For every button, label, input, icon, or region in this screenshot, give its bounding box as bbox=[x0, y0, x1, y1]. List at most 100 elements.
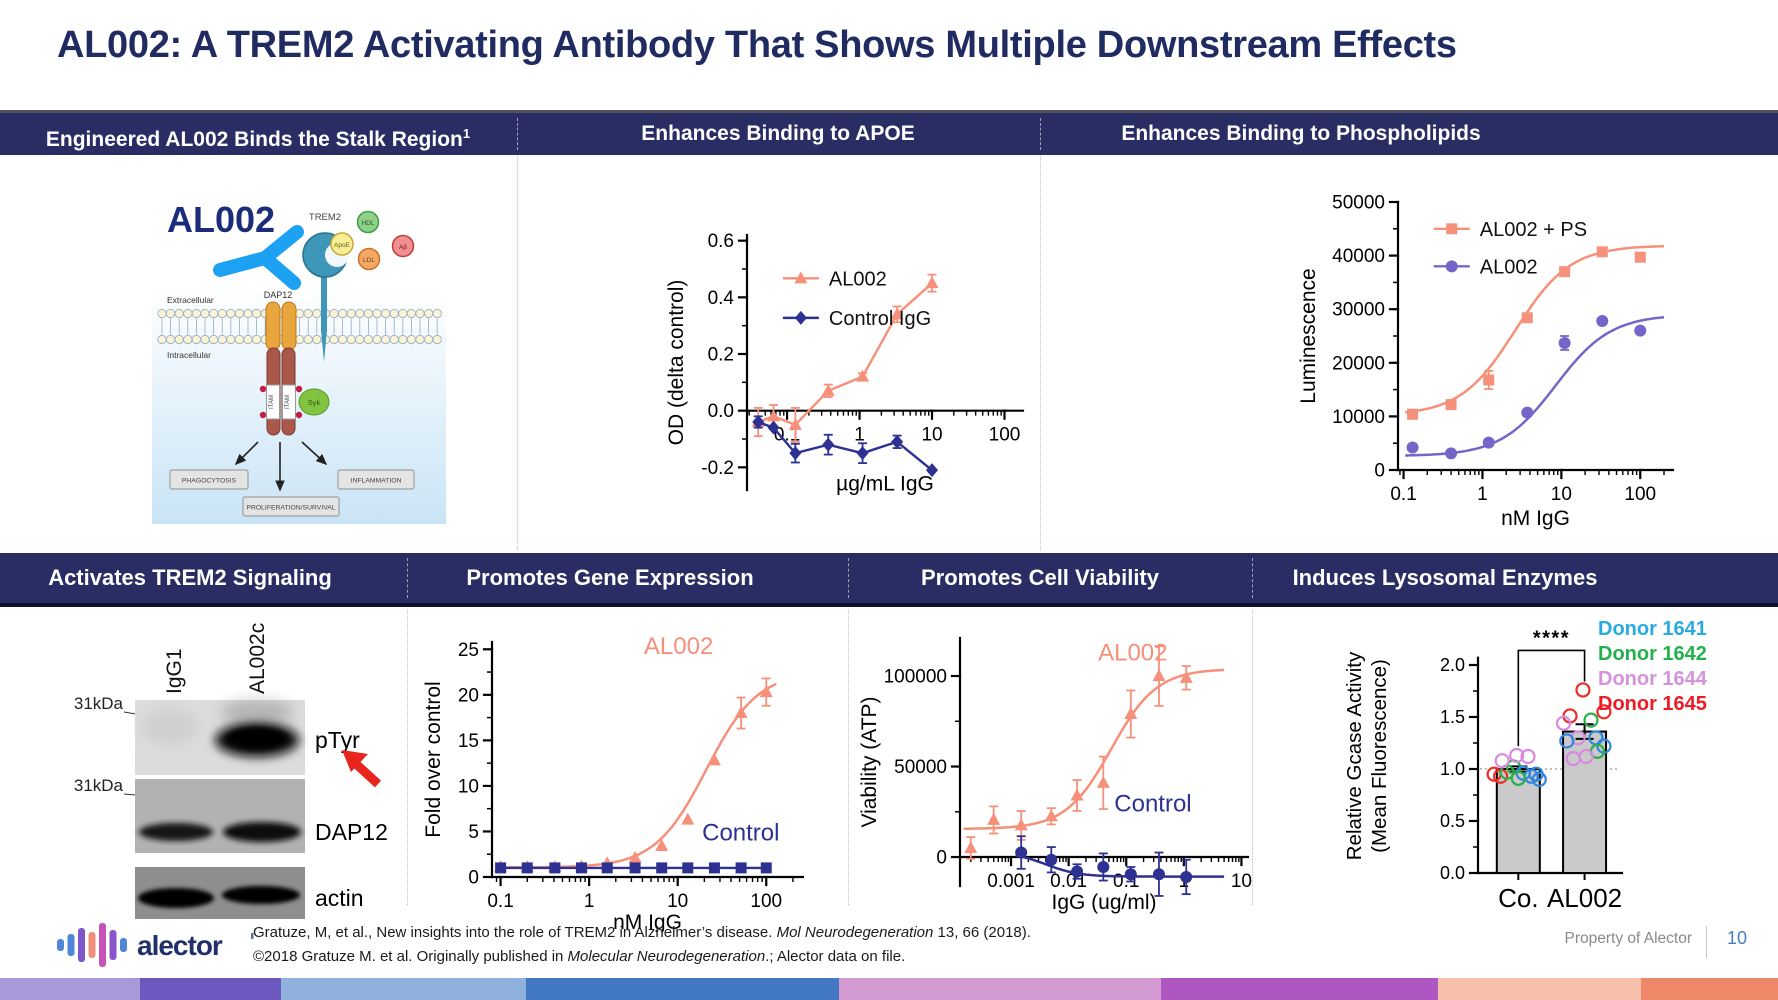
svg-text:10: 10 bbox=[458, 776, 479, 797]
stripe-segment bbox=[140, 978, 281, 1000]
series-AL002 bbox=[751, 273, 939, 443]
phagocytosis-label: PHAGOCYTOSIS bbox=[182, 478, 237, 485]
svg-text:0.1: 0.1 bbox=[774, 425, 800, 446]
svg-text:AL002: AL002 bbox=[829, 268, 887, 290]
svg-text:0: 0 bbox=[936, 848, 947, 869]
stripe-segment bbox=[1438, 978, 1642, 1000]
phospho-site bbox=[259, 385, 267, 393]
blot-smudge bbox=[142, 709, 198, 745]
svg-text:50000: 50000 bbox=[894, 757, 947, 778]
inflammation-box bbox=[337, 469, 415, 490]
header-stalk-region: Engineered AL002 Binds the Stalk Region1 bbox=[46, 113, 470, 161]
stripe-segment bbox=[1641, 978, 1778, 1000]
svg-text:1: 1 bbox=[854, 425, 865, 446]
marker-dash bbox=[123, 793, 137, 796]
stripe-segment bbox=[280, 978, 527, 1000]
svg-text:Relative Gcase Activity: Relative Gcase Activity bbox=[1345, 651, 1366, 860]
header-cell-viability: Promotes Cell Viability bbox=[920, 565, 1160, 590]
stripe-segment bbox=[0, 978, 141, 1000]
svg-text:OD (delta control): OD (delta control) bbox=[665, 280, 688, 446]
actin-band bbox=[138, 888, 214, 908]
svg-text:Luminescence: Luminescence bbox=[1297, 268, 1320, 403]
svg-text:0.0: 0.0 bbox=[708, 401, 734, 422]
svg-text:0.1: 0.1 bbox=[487, 891, 513, 912]
page-number: 10 bbox=[1726, 928, 1748, 948]
citation-line-1: Gratuze, M, et al., New insights into th… bbox=[253, 924, 1031, 941]
actin-band bbox=[222, 886, 300, 904]
citation: Gratuze, M, et al., New insights into th… bbox=[253, 921, 1173, 969]
property-note: Property of Alector bbox=[1564, 930, 1692, 947]
svg-text:10: 10 bbox=[1231, 871, 1252, 892]
svg-text:20000: 20000 bbox=[1332, 353, 1385, 374]
svg-text:15: 15 bbox=[458, 731, 479, 752]
header-divider bbox=[1040, 118, 1041, 150]
svg-text:50000: 50000 bbox=[1332, 193, 1385, 214]
svg-text:nM IgG: nM IgG bbox=[613, 911, 682, 932]
svg-text:0.2: 0.2 bbox=[708, 345, 734, 366]
stripe-segment bbox=[526, 978, 840, 1000]
proliferation-label: PROLIFERATION/SURVIVAL bbox=[246, 505, 335, 512]
svg-text:25: 25 bbox=[458, 640, 479, 661]
svg-text:Control: Control bbox=[702, 820, 779, 847]
series-Control bbox=[1015, 835, 1225, 897]
content-divider bbox=[1040, 155, 1041, 550]
svg-text:(Mean Fluorescence): (Mean Fluorescence) bbox=[1368, 659, 1391, 853]
phospho-site bbox=[295, 411, 303, 419]
al002-antibody bbox=[213, 225, 304, 290]
axes: -0.2 0.0 0.2 0.4 0.6 0.1 1 10 100 µg/mL IgG OD (de… bbox=[665, 231, 1025, 496]
svg-text:0: 0 bbox=[468, 868, 479, 889]
svg-text:100: 100 bbox=[1624, 484, 1656, 505]
dap12-tm-helix bbox=[281, 301, 297, 351]
svg-text:100000: 100000 bbox=[884, 667, 947, 688]
trem2-label: TREM2 bbox=[309, 212, 341, 223]
signaling-arrows bbox=[234, 441, 328, 492]
content-divider bbox=[1252, 610, 1253, 905]
svg-text:Viability (ATP): Viability (ATP) bbox=[858, 696, 881, 827]
phospho-site bbox=[295, 385, 303, 393]
ligand-abeta bbox=[391, 234, 415, 258]
chart-legend: AL002 + PS AL002 bbox=[1433, 219, 1587, 278]
marker-31kda-2: 31kDa bbox=[74, 776, 124, 795]
stripe-segment bbox=[839, 978, 1161, 1000]
itam-label: ITAM bbox=[285, 395, 291, 409]
header-divider bbox=[1252, 558, 1253, 598]
syk-kinase bbox=[298, 388, 330, 416]
svg-text:AL002: AL002 bbox=[644, 633, 713, 660]
dap12-band bbox=[139, 823, 213, 841]
intracellular-label: Intracellular bbox=[167, 350, 211, 360]
svg-text:AL002: AL002 bbox=[1480, 256, 1538, 278]
donor-legend-item: Donor 1645 bbox=[1598, 693, 1707, 715]
svg-text:AL002: AL002 bbox=[1098, 639, 1167, 666]
svg-text:10000: 10000 bbox=[1332, 407, 1385, 428]
bars: Co. AL002 bbox=[1495, 723, 1622, 913]
citation-line-2: ©2018 Gratuze M. et al. Originally publi… bbox=[253, 948, 906, 965]
header-trem2-signaling: Activates TREM2 Signaling bbox=[48, 565, 332, 590]
svg-text:0.6: 0.6 bbox=[708, 231, 734, 252]
donor-legend: Donor 1641 Donor 1642 Donor 1644 Donor 1… bbox=[1598, 617, 1707, 717]
donor-legend-item: Donor 1644 bbox=[1598, 668, 1707, 690]
lane-label-igg1: IgG1 bbox=[163, 648, 186, 694]
svg-text:0: 0 bbox=[1374, 461, 1385, 482]
bottom-color-stripe bbox=[0, 978, 1778, 1000]
header-lysosomal-enzymes: Induces Lysosomal Enzymes bbox=[1292, 565, 1598, 590]
phagocytosis-box bbox=[169, 469, 249, 490]
series-Control bbox=[495, 862, 772, 874]
actin-band-label: actin bbox=[315, 885, 364, 911]
header-divider bbox=[407, 558, 408, 598]
footer-divider bbox=[1706, 926, 1707, 958]
svg-text:2.0: 2.0 bbox=[1440, 655, 1465, 675]
svg-text:20: 20 bbox=[458, 685, 479, 706]
content-divider bbox=[848, 610, 849, 905]
inflammation-label: INFLAMMATION bbox=[351, 478, 402, 485]
svg-text:1.5: 1.5 bbox=[1440, 707, 1465, 727]
svg-text:5: 5 bbox=[468, 822, 479, 843]
ligand-hdl-label: HDL bbox=[361, 220, 374, 227]
svg-text:-0.2: -0.2 bbox=[701, 458, 734, 479]
svg-text:40000: 40000 bbox=[1332, 246, 1385, 267]
svg-text:AL002: AL002 bbox=[1547, 883, 1622, 913]
extracellular-label: Extracellular bbox=[167, 295, 214, 305]
svg-text:1.0: 1.0 bbox=[1440, 759, 1465, 779]
svg-text:AL002 + PS: AL002 + PS bbox=[1480, 219, 1587, 241]
